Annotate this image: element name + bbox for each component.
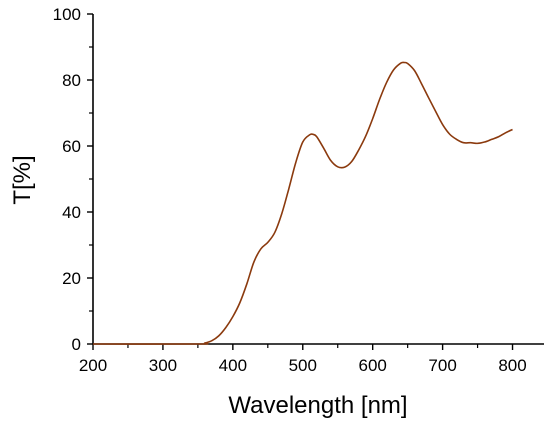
y-tick-label: 60 [62, 137, 81, 156]
x-tick-label: 400 [219, 356, 247, 375]
x-tick-label: 300 [149, 356, 177, 375]
x-axis-ticks: 200 300 400 500 600 700 800 [79, 344, 527, 375]
x-tick-label: 800 [498, 356, 526, 375]
y-axis-ticks: 0 20 40 60 80 100 [53, 5, 93, 354]
y-axis-title: T[%] [9, 155, 36, 204]
y-tick-label: 100 [53, 5, 81, 24]
x-axis-title: Wavelength [nm] [228, 392, 407, 419]
series-line [92, 61, 513, 345]
y-tick-label: 40 [62, 203, 81, 222]
y-tick-label: 0 [72, 335, 81, 354]
x-tick-label: 600 [359, 356, 387, 375]
y-tick-label: 80 [62, 71, 81, 90]
x-tick-label: 500 [289, 356, 317, 375]
x-tick-label: 200 [79, 356, 107, 375]
x-tick-label: 700 [428, 356, 456, 375]
y-tick-label: 20 [62, 269, 81, 288]
axes [92, 14, 544, 345]
